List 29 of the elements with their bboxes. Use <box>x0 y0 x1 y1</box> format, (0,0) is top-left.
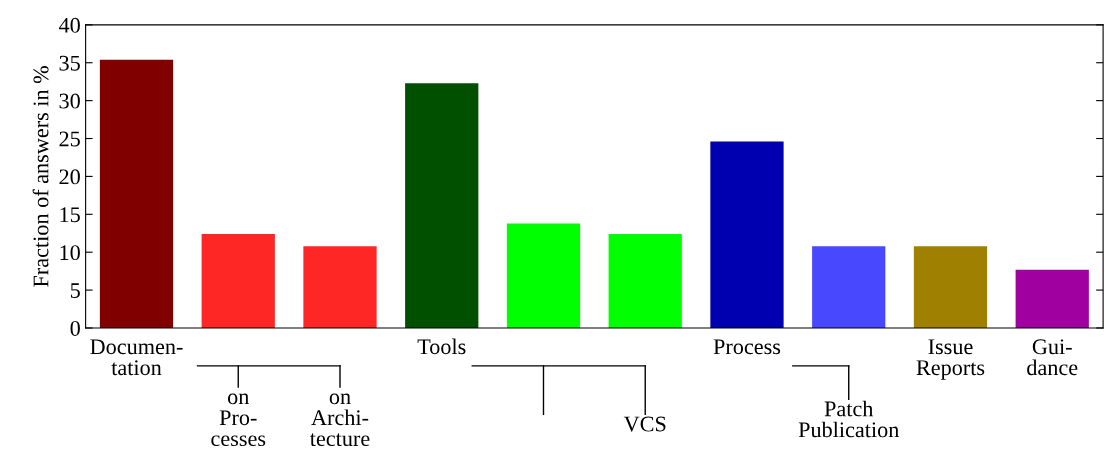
bar <box>608 234 682 328</box>
y-tick-label: 40 <box>58 17 80 33</box>
bar <box>99 59 174 328</box>
x-tick-label: Gui- dance <box>1027 339 1078 376</box>
x-tick-label: VCS <box>623 416 666 432</box>
bar <box>506 223 581 328</box>
x-tick-label: Tools <box>417 338 466 355</box>
x-tick-label: on Archi- tecture <box>309 393 370 447</box>
bar <box>812 246 886 328</box>
y-tick-label: 30 <box>59 93 80 109</box>
bar <box>405 83 479 328</box>
y-tick-label: 5 <box>70 283 80 299</box>
y-tick-label: 10 <box>60 245 80 261</box>
bar <box>710 141 784 328</box>
bar <box>303 246 377 328</box>
y-tick-label: 0 <box>70 320 80 336</box>
x-tick-label: Patch Publication <box>798 400 900 438</box>
x-tick-label: Process <box>713 339 781 355</box>
x-tick-label: Issue Reports <box>916 339 985 380</box>
x-tick-label: Documen- tation <box>90 339 183 376</box>
y-tick-label: 35 <box>59 55 80 71</box>
y-axis-title: Fraction of answers in % <box>32 66 49 287</box>
x-tick-label: on Pro- cesses <box>211 393 266 447</box>
bar <box>1015 269 1089 328</box>
bar <box>201 234 275 328</box>
y-tick-label: 15 <box>60 207 80 223</box>
y-tick-label: 25 <box>59 131 80 147</box>
y-tick-label: 20 <box>59 169 80 185</box>
bar <box>913 246 988 328</box>
